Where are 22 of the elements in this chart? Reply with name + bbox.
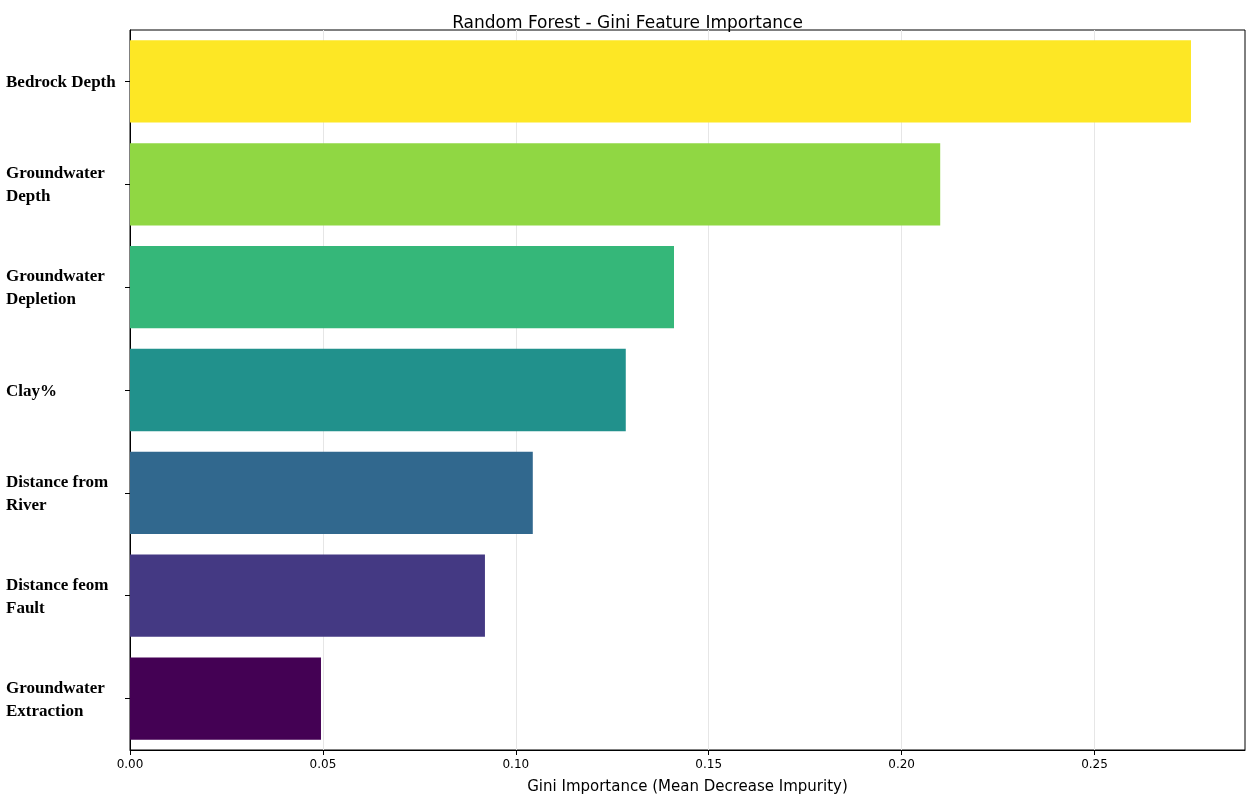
x-tick-label: 0.25	[1081, 757, 1108, 771]
bar	[130, 143, 941, 226]
y-tick-label: Clay%	[6, 380, 57, 400]
bar	[130, 657, 321, 740]
x-tick-label: 0.05	[309, 757, 337, 771]
chart-title: Random Forest - Gini Feature Importance	[452, 11, 803, 32]
x-tick-label: 0.20	[888, 757, 915, 771]
y-tick-label: Groundwater Extraction	[6, 677, 109, 720]
y-tick-label: Distance feom Fault	[6, 574, 113, 617]
x-tick-label: 0.00	[116, 757, 144, 771]
bar	[130, 246, 674, 329]
x-tick-label: 0.15	[695, 757, 723, 771]
x-axis-title: Gini Importance (Mean Decrease Impurity)	[527, 776, 848, 795]
x-tick-label: 0.10	[502, 757, 530, 771]
y-tick-label: Distance from River	[6, 471, 113, 514]
y-tick-label: Groundwater Depth	[6, 163, 109, 206]
bar	[130, 348, 626, 432]
bar	[130, 451, 533, 534]
bar	[130, 554, 485, 637]
y-tick-label: Bedrock Depth	[6, 71, 117, 91]
y-tick-label: Groundwater Depletion	[6, 266, 109, 309]
bar	[130, 40, 1191, 123]
